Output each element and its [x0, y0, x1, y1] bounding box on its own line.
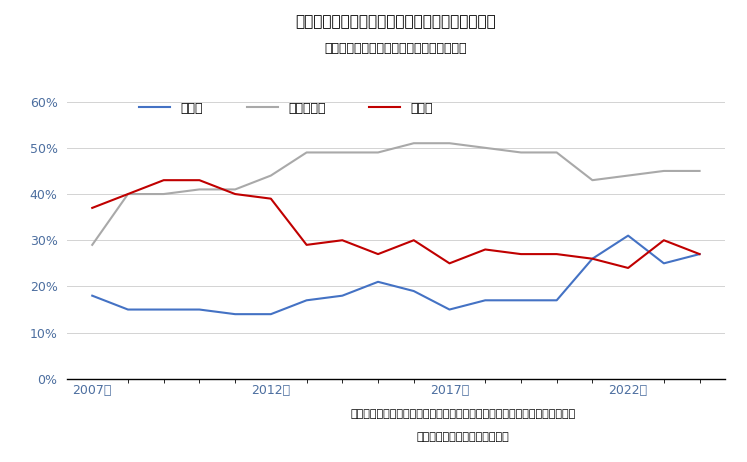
減った [87, 205, 96, 211]
減った [231, 191, 240, 197]
減った [374, 251, 382, 257]
Line: 増えた: 増えた [92, 236, 700, 314]
増えた [445, 307, 454, 312]
増えた [231, 311, 240, 317]
変わらない [445, 140, 454, 146]
増えた [338, 293, 347, 298]
Text: 《グラフ１》金融資産残高の１年前との増減比較: 《グラフ１》金融資産残高の１年前との増減比較 [296, 14, 496, 29]
減った [516, 251, 525, 257]
変わらない [231, 187, 240, 192]
Line: 減った: 減った [92, 180, 700, 268]
増えた [159, 307, 168, 312]
変わらない [338, 150, 347, 155]
減った [588, 256, 597, 261]
Text: （金融資産を保有していない世帯を含む）: （金融資産を保有していない世帯を含む） [325, 42, 467, 55]
減った [159, 177, 168, 183]
Legend: 増えた, 変わらない, 減った: 増えた, 変わらない, 減った [139, 102, 433, 115]
増えた [374, 279, 382, 285]
増えた [409, 288, 418, 294]
Text: （二人以上世帯）より筆者作成: （二人以上世帯）より筆者作成 [417, 432, 509, 442]
変わらない [695, 168, 704, 174]
増えた [660, 261, 669, 266]
変わらない [481, 145, 490, 151]
増えた [195, 307, 204, 312]
変わらない [409, 140, 418, 146]
減った [302, 242, 311, 248]
増えた [87, 293, 96, 298]
増えた [695, 251, 704, 257]
変わらない [624, 173, 633, 178]
増えた [267, 311, 276, 317]
Line: 変わらない: 変わらない [92, 143, 700, 245]
減った [195, 177, 204, 183]
Text: 出所：金融広報中央委員会「家計の金融行動に関する世論調査２０２３年」: 出所：金融広報中央委員会「家計の金融行動に関する世論調査２０２３年」 [350, 409, 576, 419]
減った [409, 237, 418, 243]
変わらない [660, 168, 669, 174]
増えた [588, 256, 597, 261]
変わらない [123, 191, 132, 197]
増えた [123, 307, 132, 312]
変わらない [159, 191, 168, 197]
変わらない [302, 150, 311, 155]
減った [660, 237, 669, 243]
変わらない [374, 150, 382, 155]
増えた [516, 298, 525, 303]
増えた [481, 298, 490, 303]
変わらない [552, 150, 561, 155]
減った [552, 251, 561, 257]
増えた [302, 298, 311, 303]
減った [445, 261, 454, 266]
変わらない [267, 173, 276, 178]
変わらない [588, 177, 597, 183]
減った [695, 251, 704, 257]
減った [338, 237, 347, 243]
増えた [624, 233, 633, 238]
減った [624, 265, 633, 271]
変わらない [195, 187, 204, 192]
減った [481, 247, 490, 252]
減った [267, 196, 276, 201]
変わらない [87, 242, 96, 248]
変わらない [516, 150, 525, 155]
増えた [552, 298, 561, 303]
減った [123, 191, 132, 197]
